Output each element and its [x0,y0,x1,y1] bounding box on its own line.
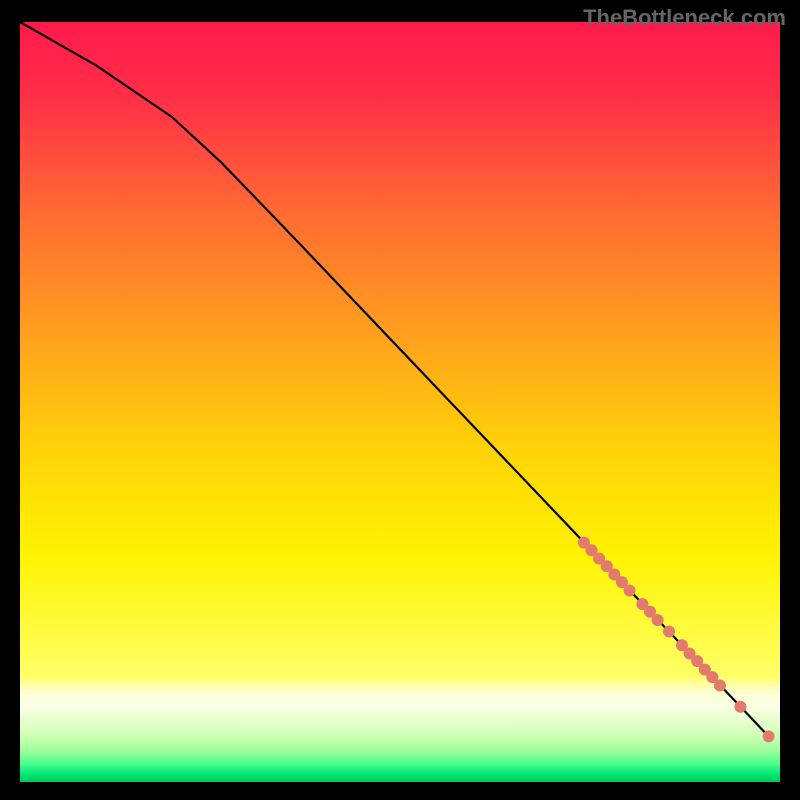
data-marker [763,730,775,742]
plot-area [20,22,780,782]
data-marker [714,679,726,691]
data-marker [652,614,664,626]
gradient-background [20,22,780,782]
data-marker [663,626,675,638]
chart-svg [20,22,780,782]
watermark-text: TheBottleneck.com [583,5,786,31]
data-marker [734,701,746,713]
chart-frame: TheBottleneck.com [0,0,800,800]
data-marker [624,584,636,596]
